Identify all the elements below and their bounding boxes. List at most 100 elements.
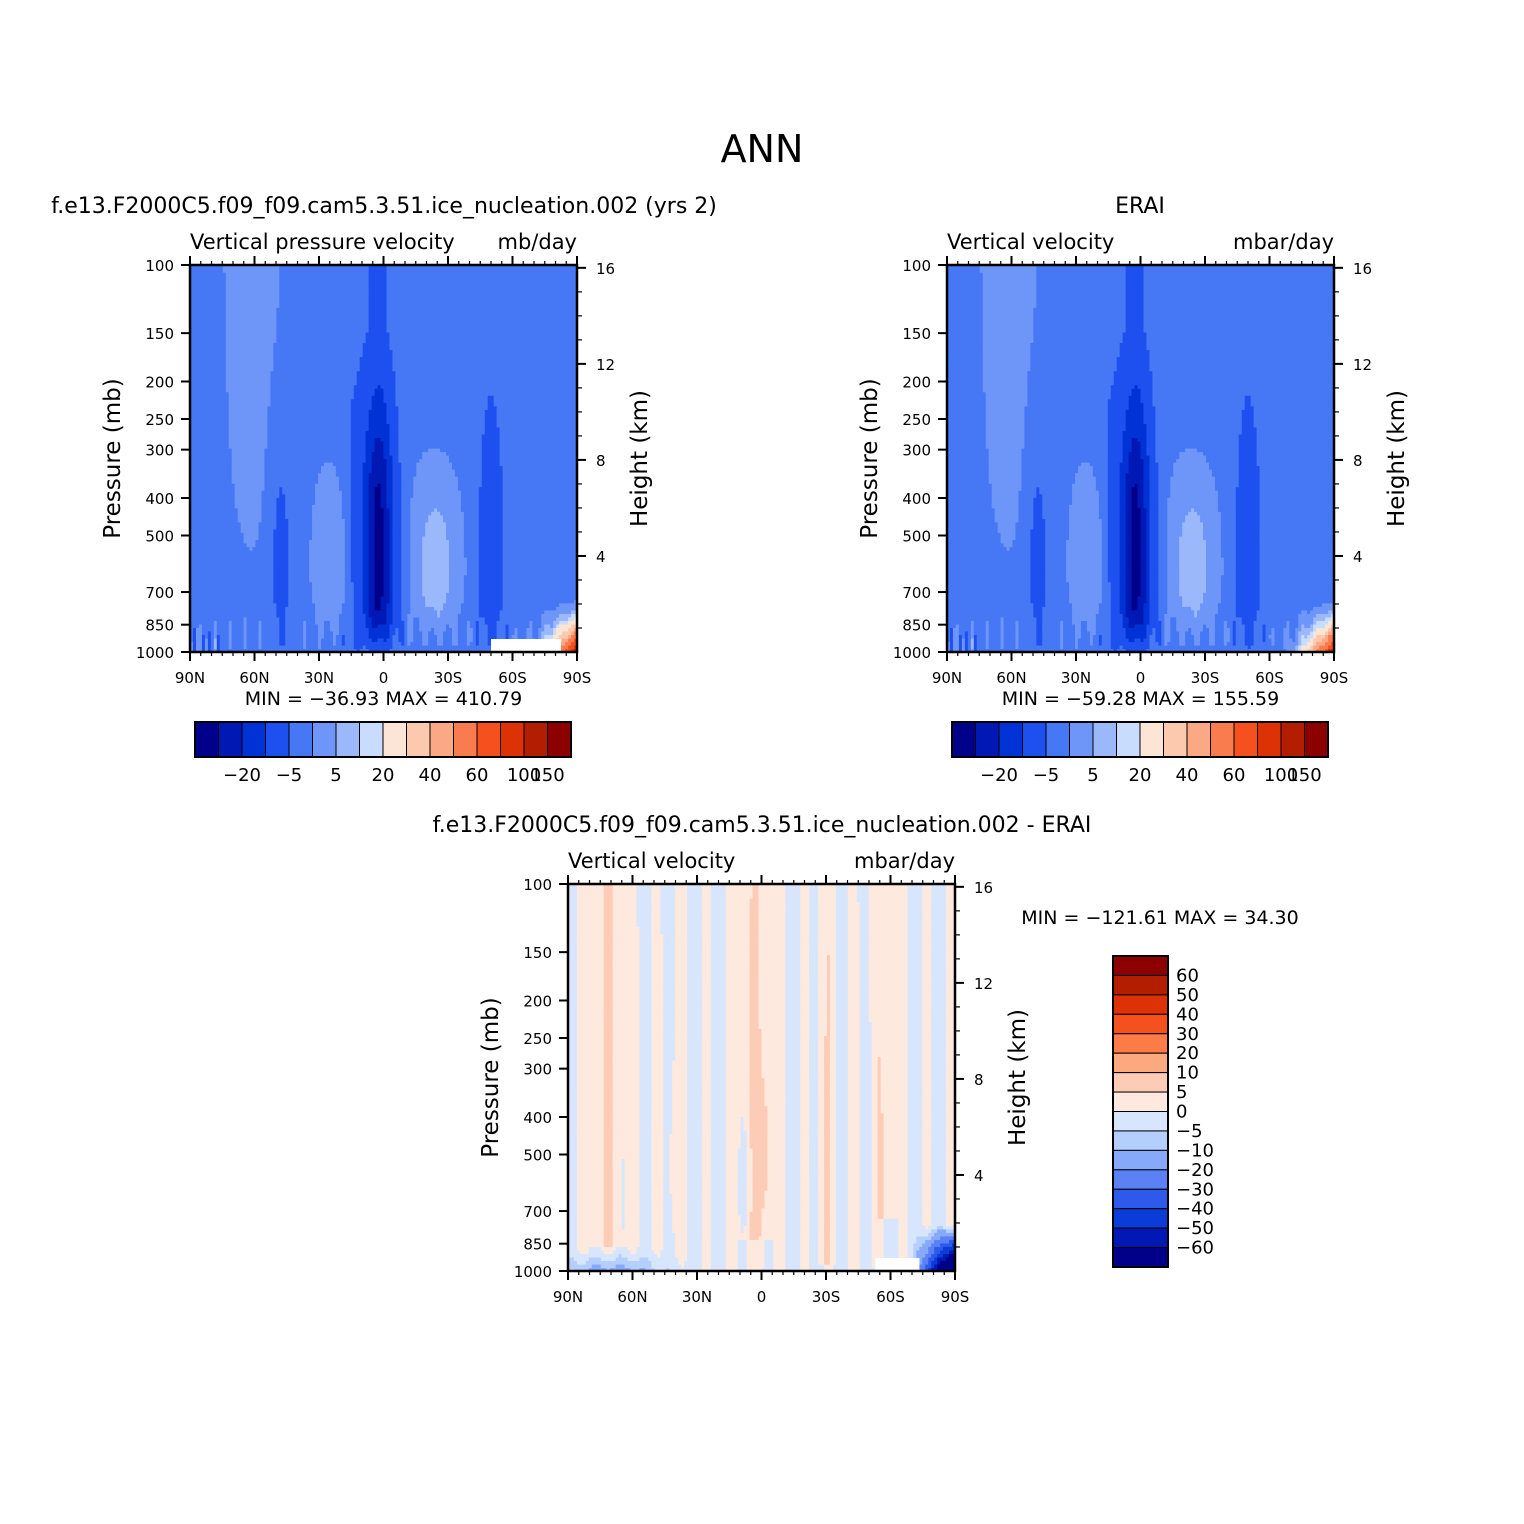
field-cell [309,578,313,583]
field-cell [374,553,379,558]
field-cell [344,528,349,533]
field-cell [323,549,328,555]
field-cell [419,588,423,593]
field-cell [219,637,224,643]
field-cell [511,627,516,632]
field-cell [484,585,489,590]
field-cell [448,535,453,541]
field-cell [401,521,405,526]
field-cell [261,514,266,519]
field-cell [475,644,480,650]
field-cell [565,539,569,544]
field-cell [380,578,385,583]
field-cell [395,637,399,643]
field-cell [437,578,441,583]
field-cell [407,578,411,583]
field-cell [371,602,376,607]
field-cell [437,549,441,555]
field-cell [347,532,352,537]
field-cell [446,595,450,600]
field-cell [523,578,527,583]
field-cell [478,542,483,548]
field-cell [395,539,399,544]
field-cell [529,602,533,607]
field-cell [216,630,221,636]
field-cell [240,595,245,600]
field-cell [499,599,504,604]
field-cell [454,557,459,562]
field-cell [276,606,280,611]
field-cell [320,567,325,572]
field-cell [532,546,536,551]
field-cell [291,592,295,597]
field-cell [261,616,266,621]
field-cell [547,623,551,628]
field-cell [389,602,394,607]
field-cell [574,613,577,618]
field-cell [398,609,402,614]
field-cell [332,613,337,618]
field-cell [282,525,286,530]
field-cell [332,525,337,530]
field-cell [398,528,402,533]
field-cell [487,571,492,576]
field-cell [517,595,522,600]
field-cell [279,549,283,555]
field-cell [204,518,209,523]
field-cell [279,627,283,632]
field-cell [285,532,289,537]
field-cell [413,578,417,583]
field-cell [481,644,486,650]
field-cell [520,578,525,583]
field-cell [297,648,301,652]
field-cell [371,560,376,565]
field-cell [267,542,271,548]
field-cell [276,542,280,548]
field-cell [240,539,245,544]
field-cell [282,560,286,565]
field-cell [258,539,263,544]
field-cell [347,606,352,611]
field-cell [279,588,283,593]
field-cell [210,637,215,643]
field-cell [264,546,268,551]
field-cell [365,595,370,600]
field-cell [392,549,397,555]
field-cell [499,609,504,614]
field-cell [341,623,346,628]
field-cell [472,546,477,551]
field-cell [243,571,248,576]
field-cell [231,560,236,565]
field-cell [347,521,352,526]
field-cell [347,599,352,604]
field-cell [562,627,566,632]
field-cell [338,581,343,586]
field-cell [407,542,411,548]
field-cell [210,599,215,604]
field-cell [413,567,417,572]
field-cell [451,553,456,558]
field-cell [389,532,394,537]
field-cell [451,542,456,548]
field-cell [386,641,391,646]
field-cell [332,592,337,597]
field-cell [553,567,557,572]
field-cell [383,620,388,625]
field-cell [368,620,373,625]
field-cell [273,609,277,614]
field-cell [320,560,325,565]
field-cell [562,535,566,541]
field-cell [443,599,447,604]
field-cell [559,549,563,555]
field-cell [261,564,266,569]
field-cell [309,595,313,600]
field-cell [276,521,280,526]
field-cell [231,525,236,530]
field-cell [493,623,498,628]
field-cell [303,514,307,519]
field-cell [332,528,337,533]
field-cell [463,606,468,611]
field-cell [207,518,212,523]
field-cell [472,535,477,541]
field-cell [198,627,203,632]
